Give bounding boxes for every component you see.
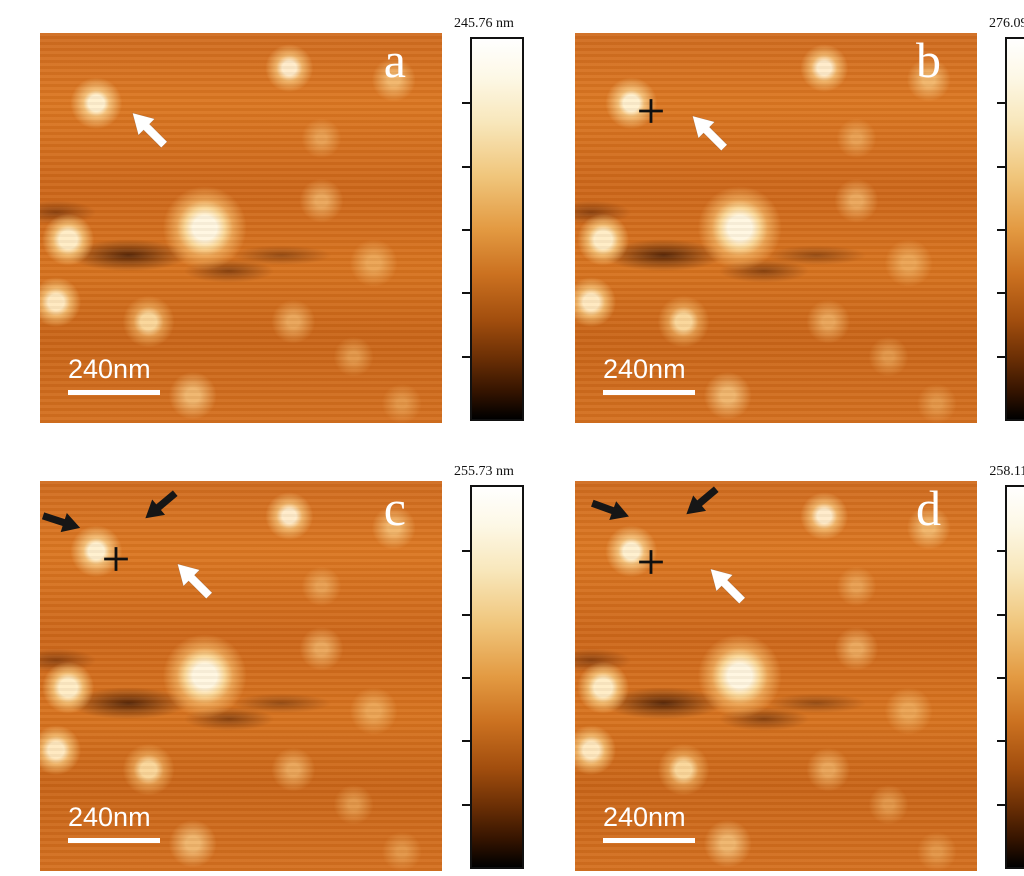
afm-panel-a: 245.76 nm a 240nm (40, 16, 530, 428)
tick-mark (462, 677, 471, 679)
tick-mark (997, 613, 1006, 616)
tick-mark (997, 355, 1006, 358)
colorbar-max-label: 276.09 nm (989, 16, 1024, 31)
colorbar-max-label: 245.76 nm (454, 16, 514, 31)
tick-mark (462, 292, 471, 295)
tick-mark (462, 165, 471, 168)
cross-marker-icon (639, 99, 663, 123)
tick-mark (462, 613, 471, 616)
black-arrow-icon (590, 499, 629, 521)
tick-mark (462, 229, 471, 231)
afm-image-d: d 240nm (575, 481, 977, 871)
black-arrow-icon (41, 512, 81, 533)
colorbar (462, 37, 524, 421)
tick-mark (997, 803, 1006, 806)
afm-image-a: a 240nm (40, 33, 442, 423)
afm-panel-c: 255.73 nm c 240nm (40, 464, 530, 876)
afm-image-c: c 240nm (40, 481, 442, 871)
scale-bar: 240nm (68, 802, 160, 843)
panel-letter: c (383, 481, 406, 536)
black-arrow-icon (686, 486, 719, 515)
tick-mark (997, 165, 1006, 168)
scale-bar-line (603, 838, 695, 843)
tick-mark (997, 102, 1006, 105)
white-arrow-icon (177, 563, 213, 600)
scale-bar: 240nm (603, 354, 695, 395)
afm-topography (575, 481, 977, 871)
scale-bar-label: 240nm (603, 354, 686, 385)
panel-letter: d (916, 481, 941, 536)
afm-topography (575, 33, 977, 423)
tick-mark (997, 550, 1006, 553)
scale-bar-line (68, 838, 160, 843)
tick-mark (997, 677, 1006, 679)
white-arrow-icon (710, 568, 746, 605)
cross-marker-icon (104, 547, 128, 571)
afm-topography (40, 33, 442, 423)
tick-mark (462, 102, 471, 105)
panel-letter: b (916, 33, 941, 88)
white-arrow-icon (132, 112, 168, 149)
colorbar (462, 485, 524, 869)
colorbar (997, 37, 1024, 421)
scale-bar: 240nm (603, 802, 695, 843)
tick-mark (997, 740, 1006, 743)
scale-bar-line (68, 390, 160, 395)
colorbar (997, 485, 1024, 869)
afm-panel-b: 276.09 nm b 240nm (575, 16, 1024, 428)
tick-mark (462, 740, 471, 743)
white-arrow-icon (692, 115, 728, 152)
scale-bar-label: 240nm (68, 802, 151, 833)
tick-mark (462, 355, 471, 358)
colorbar-max-label: 255.73 nm (454, 464, 514, 479)
tick-mark (462, 803, 471, 806)
tick-mark (997, 292, 1006, 295)
afm-image-b: b 240nm (575, 33, 977, 423)
panel-letter: a (383, 33, 406, 88)
afm-topography (40, 481, 442, 871)
afm-panel-d: 258.11 nm d 240nm (575, 464, 1024, 876)
scale-bar-label: 240nm (68, 354, 151, 385)
black-arrow-icon (145, 490, 178, 519)
scale-bar: 240nm (68, 354, 160, 395)
tick-mark (462, 550, 471, 553)
cross-marker-icon (639, 550, 663, 574)
scale-bar-label: 240nm (603, 802, 686, 833)
colorbar-max-label: 258.11 nm (989, 464, 1024, 479)
scale-bar-line (603, 390, 695, 395)
tick-mark (997, 229, 1006, 231)
